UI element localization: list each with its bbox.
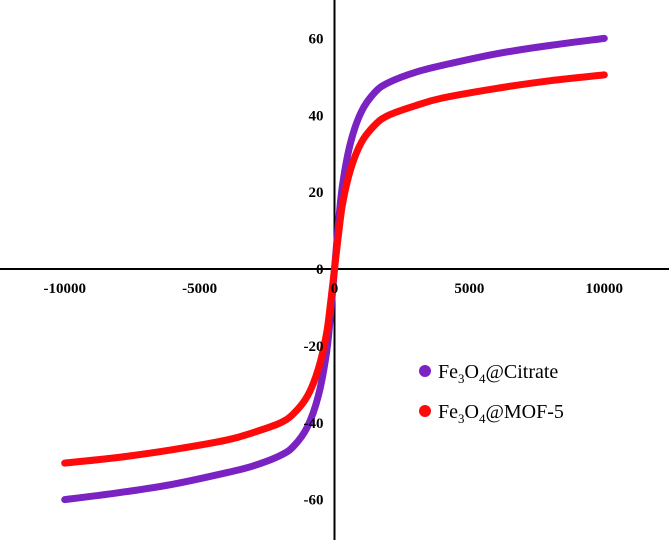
x-tick-label: 5000 [454, 281, 484, 297]
tick-labels: -10000 -5000 0 5000 10000 -60 -40 -20 20 40 60 0 [43, 31, 623, 508]
y-tick-label: -20 [304, 339, 324, 355]
y-tick-label: 40 [309, 108, 324, 124]
y-tick-label: 20 [309, 185, 324, 201]
y-tick-label: 60 [309, 31, 324, 47]
legend-marker-mof5 [419, 405, 431, 417]
legend-marker-citrate [419, 365, 431, 377]
x-tick-label: -10000 [43, 281, 86, 297]
y-tick-label: -40 [304, 416, 324, 432]
y-tick-label: 0 [316, 262, 324, 278]
x-tick-label: 10000 [586, 281, 624, 297]
y-tick-label: -60 [304, 493, 324, 509]
legend-label-mof5: Fe3O4@MOF-5 [438, 401, 564, 426]
x-tick-label: 0 [331, 281, 339, 297]
legend: Fe3O4@Citrate Fe3O4@MOF-5 [419, 361, 564, 426]
x-tick-label: -5000 [182, 281, 217, 297]
series-curves [61, 34, 608, 504]
series-line-mof5 [61, 71, 608, 467]
legend-label-citrate: Fe3O4@Citrate [438, 361, 558, 386]
